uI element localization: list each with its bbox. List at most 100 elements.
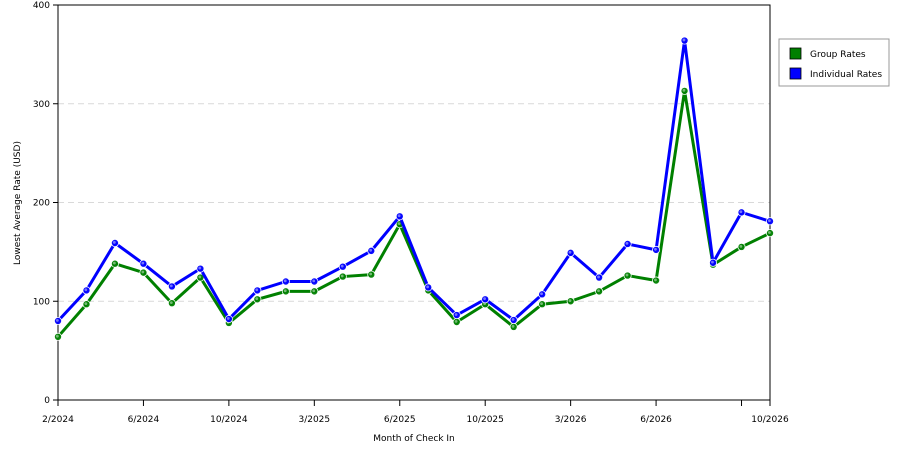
- series-layer: [54, 36, 775, 341]
- data-point: [566, 248, 575, 257]
- data-point-highlight: [454, 319, 458, 323]
- data-point-highlight: [625, 273, 629, 277]
- data-point: [196, 264, 205, 273]
- data-point: [538, 300, 547, 309]
- data-point: [766, 217, 775, 226]
- data-point-highlight: [198, 275, 202, 279]
- data-point: [167, 282, 176, 291]
- data-point-highlight: [654, 278, 657, 282]
- data-point: [737, 242, 746, 251]
- series-group-rates: [54, 86, 775, 341]
- data-point: [481, 295, 490, 304]
- series-individual-rates: [54, 36, 775, 325]
- data-point: [652, 245, 661, 254]
- y-axis-title: Lowest Average Rate (USD): [13, 141, 23, 265]
- data-point-highlight: [654, 247, 657, 251]
- y-tick-label: 0: [44, 396, 50, 406]
- x-tick-label: 6/2024: [128, 415, 160, 425]
- data-point-highlight: [56, 319, 59, 322]
- data-point: [224, 315, 233, 324]
- data-point-highlight: [511, 318, 515, 321]
- data-point-highlight: [369, 272, 373, 276]
- data-point: [110, 259, 119, 268]
- data-point-highlight: [426, 285, 430, 289]
- data-point-highlight: [112, 240, 116, 244]
- data-point-highlight: [739, 210, 743, 214]
- legend: Group Rates Individual Rates: [778, 38, 890, 87]
- data-point-highlight: [397, 222, 401, 226]
- data-point-highlight: [625, 241, 629, 245]
- data-point-highlight: [768, 231, 771, 234]
- data-point-highlight: [540, 292, 543, 296]
- y-axis-ticks: 0 100 200 300 400: [33, 1, 58, 406]
- data-point: [709, 258, 718, 267]
- x-axis-title: Month of Check In: [373, 434, 455, 444]
- data-point: [281, 287, 290, 296]
- series-line: [56, 89, 771, 338]
- data-point-highlight: [768, 219, 771, 223]
- data-point-highlight: [568, 299, 572, 303]
- legend-label: Individual Rates: [810, 70, 882, 80]
- data-point-highlight: [682, 88, 686, 92]
- y-tick-label: 200: [33, 199, 50, 209]
- data-point: [54, 332, 63, 341]
- data-point-highlight: [369, 248, 373, 252]
- data-point-highlight: [283, 289, 287, 293]
- data-point-highlight: [597, 275, 600, 279]
- data-point: [281, 277, 290, 286]
- data-point: [338, 272, 347, 281]
- data-point-highlight: [340, 264, 344, 268]
- data-point: [253, 295, 262, 304]
- y-tick-label: 300: [33, 100, 50, 110]
- data-point-highlight: [198, 266, 202, 270]
- data-point: [595, 273, 604, 282]
- data-point: [595, 287, 604, 296]
- data-point: [310, 277, 319, 286]
- data-point-highlight: [255, 297, 259, 301]
- data-point: [509, 316, 518, 325]
- x-tick-label: 3/2026: [555, 415, 587, 425]
- data-point-highlight: [255, 288, 259, 292]
- data-point-highlight: [540, 302, 543, 306]
- data-point: [424, 283, 433, 292]
- x-tick-label: 2/2024: [42, 415, 74, 425]
- data-point: [737, 208, 746, 217]
- data-point-highlight: [226, 317, 230, 320]
- data-point-highlight: [682, 38, 686, 42]
- data-point: [367, 246, 376, 255]
- y-tick-label: 400: [33, 1, 50, 11]
- legend-label: Group Rates: [810, 50, 866, 60]
- x-tick-label: 10/2024: [210, 415, 248, 425]
- data-point-highlight: [312, 289, 316, 293]
- data-point: [623, 271, 632, 280]
- data-point: [766, 229, 775, 238]
- data-point-highlight: [169, 301, 173, 305]
- data-point-highlight: [84, 302, 88, 306]
- x-tick-label: 6/2025: [384, 415, 416, 425]
- legend-swatch: [789, 67, 802, 80]
- data-point: [680, 36, 689, 45]
- data-point: [139, 268, 148, 277]
- data-point: [167, 299, 176, 308]
- x-tick-label: 3/2025: [298, 415, 330, 425]
- data-point-highlight: [141, 261, 145, 265]
- data-point-highlight: [169, 284, 173, 288]
- data-point-highlight: [568, 250, 572, 254]
- series-line: [56, 39, 771, 323]
- data-point-highlight: [397, 214, 401, 218]
- gridlines: [58, 103, 770, 302]
- data-point-highlight: [739, 244, 743, 248]
- data-point: [395, 212, 404, 221]
- data-point-highlight: [141, 270, 145, 274]
- data-point: [623, 239, 632, 248]
- data-point: [338, 262, 347, 271]
- data-point: [139, 259, 148, 268]
- data-point-highlight: [112, 261, 116, 265]
- data-point-highlight: [454, 313, 458, 316]
- data-point: [452, 311, 461, 320]
- data-point: [253, 286, 262, 295]
- data-point: [82, 286, 91, 295]
- data-point: [54, 316, 63, 325]
